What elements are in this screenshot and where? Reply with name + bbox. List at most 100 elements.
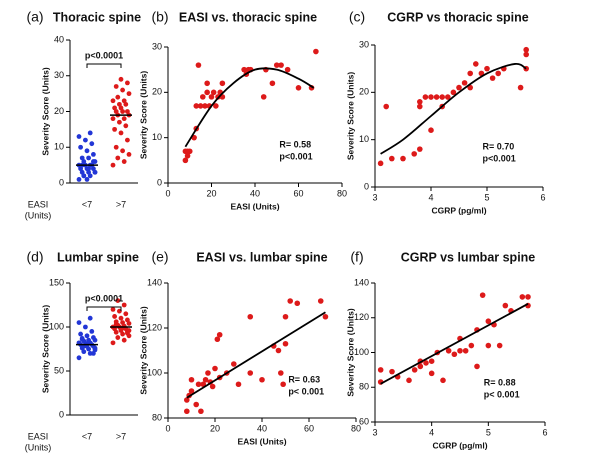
x-tick-label: 3 xyxy=(372,192,377,202)
data-point xyxy=(118,315,124,321)
data-point xyxy=(202,376,209,383)
x-tick-label: >7 xyxy=(116,431,126,441)
data-point xyxy=(200,94,206,100)
data-point xyxy=(91,335,96,340)
y-tick-label: 80 xyxy=(359,382,369,392)
panel-label: (d) xyxy=(26,249,43,265)
data-point xyxy=(198,408,204,415)
y-tick-label: 0 xyxy=(364,181,369,191)
data-point xyxy=(313,48,319,55)
data-point xyxy=(200,381,207,388)
data-point xyxy=(126,91,132,97)
data-point xyxy=(456,84,462,91)
data-point xyxy=(118,130,124,136)
x-tick-label: 3 xyxy=(372,427,377,437)
y-axis-label: Severity Score (Units) xyxy=(345,308,355,397)
fit-line xyxy=(186,311,326,399)
panel-title: Thoracic spine xyxy=(53,10,141,24)
data-point xyxy=(120,320,125,325)
significance-bracket xyxy=(86,63,122,68)
y-axis-label: Severity Score (Units) xyxy=(138,71,148,160)
data-point xyxy=(210,89,217,96)
data-point xyxy=(113,109,119,114)
data-point xyxy=(110,340,116,346)
panel-label: (f) xyxy=(350,249,363,265)
data-point xyxy=(89,329,95,334)
y-tick-label: 40 xyxy=(54,34,64,44)
data-point xyxy=(213,103,219,109)
data-point xyxy=(247,370,254,376)
data-point xyxy=(115,155,121,161)
x-tick-label: 6 xyxy=(540,192,545,202)
panel-title: EASI vs. thoracic spine xyxy=(179,10,317,24)
data-point xyxy=(123,123,129,129)
data-point xyxy=(121,337,127,343)
data-point xyxy=(120,148,125,154)
data-point xyxy=(110,307,116,312)
data-point xyxy=(417,363,424,370)
data-point xyxy=(519,294,526,300)
data-point xyxy=(125,80,130,86)
data-point xyxy=(273,62,280,68)
data-point xyxy=(113,321,119,327)
data-point xyxy=(91,159,96,164)
data-point xyxy=(260,94,267,100)
panel-label: (c) xyxy=(349,9,365,25)
data-point xyxy=(118,76,124,82)
panel-title: EASI vs. lumbar spine xyxy=(196,250,327,264)
data-point xyxy=(317,298,324,304)
data-point xyxy=(282,340,289,347)
data-point xyxy=(86,155,91,161)
data-point xyxy=(461,80,468,86)
x-tick-label: 4 xyxy=(429,427,434,437)
data-point xyxy=(485,318,492,325)
data-point xyxy=(422,94,429,100)
panel-title: Lumbar spine xyxy=(57,250,139,264)
data-point xyxy=(113,144,119,150)
data-point xyxy=(214,336,221,343)
data-point xyxy=(110,98,116,104)
y-axis-label: Severity Score (Units) xyxy=(345,72,355,161)
data-point xyxy=(428,127,434,133)
x-tick-label: 0 xyxy=(165,423,170,433)
annotation: p<0.001 xyxy=(279,151,312,161)
y-axis-label: Severity Score (Units) xyxy=(40,305,50,394)
data-point xyxy=(91,351,96,356)
panel-label: (a) xyxy=(26,9,43,25)
data-point xyxy=(182,157,189,164)
data-point xyxy=(118,327,124,333)
data-point xyxy=(84,148,90,154)
data-point xyxy=(115,335,121,340)
y-axis-label: Severity Score (Units) xyxy=(40,67,50,156)
y-tick-label: 100 xyxy=(147,367,162,377)
data-point xyxy=(120,87,125,93)
data-point xyxy=(120,109,125,114)
y-tick-label: 10 xyxy=(54,142,64,152)
data-point xyxy=(467,84,474,91)
panel-title: CGRP vs lumbar spine xyxy=(401,250,536,264)
data-point xyxy=(295,85,302,91)
data-point xyxy=(184,397,190,403)
x-tick-label: 80 xyxy=(337,188,347,198)
data-point xyxy=(195,381,202,388)
y-tick-label: 10 xyxy=(359,134,369,144)
data-point xyxy=(87,173,93,179)
data-point xyxy=(193,401,199,408)
data-point xyxy=(81,159,87,164)
x-tick-label: 4 xyxy=(428,192,433,202)
y-tick-label: 150 xyxy=(49,277,64,287)
data-point xyxy=(121,98,127,104)
data-point xyxy=(186,148,193,155)
data-point xyxy=(428,94,434,100)
data-point xyxy=(92,169,98,175)
data-point xyxy=(123,311,129,317)
data-point xyxy=(121,159,127,164)
annotation: p< 0.001 xyxy=(484,389,520,399)
x-tick-label: <7 xyxy=(82,199,92,209)
data-point xyxy=(259,376,265,383)
data-point xyxy=(110,162,116,168)
data-point xyxy=(117,101,122,107)
data-point xyxy=(115,298,121,303)
data-point xyxy=(110,116,116,122)
data-point xyxy=(121,116,127,122)
